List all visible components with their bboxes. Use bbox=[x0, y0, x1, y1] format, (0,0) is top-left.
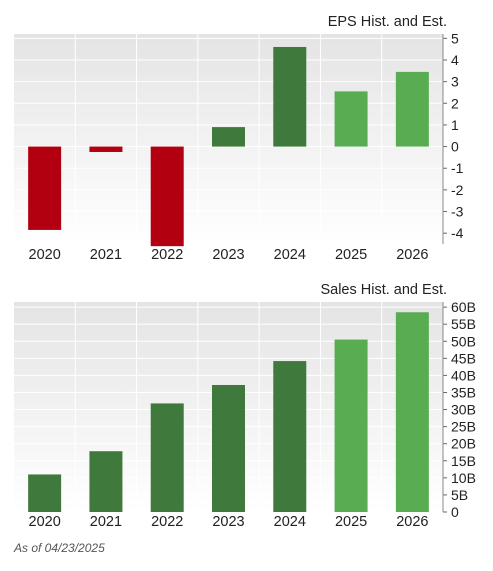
sales-xtick-label: 2021 bbox=[90, 514, 122, 530]
eps-ytick-label: 0 bbox=[451, 139, 459, 155]
sales-bar-2023 bbox=[212, 384, 245, 512]
eps-xtick-label: 2023 bbox=[212, 247, 244, 263]
eps-ytick-label: 2 bbox=[451, 95, 459, 111]
eps-xtick-label: 2025 bbox=[335, 247, 367, 263]
eps-bar-2025 bbox=[334, 91, 368, 147]
sales-ytick-label: 15B bbox=[451, 453, 476, 469]
sales-xtick-label: 2025 bbox=[335, 514, 367, 530]
eps-chart-title: EPS Hist. and Est. bbox=[328, 14, 447, 30]
sales-xtick-label: 2024 bbox=[274, 514, 306, 530]
sales-ytick-label: 55B bbox=[451, 316, 476, 332]
eps-xtick-label: 2026 bbox=[396, 247, 428, 263]
sales-ytick-label: 40B bbox=[451, 367, 476, 383]
sales-bar-2021 bbox=[89, 451, 123, 512]
sales-ytick-label: 20B bbox=[451, 436, 476, 452]
sales-ytick-label: 60B bbox=[451, 299, 476, 315]
sales-bar-2026 bbox=[395, 312, 429, 512]
sales-ytick-label: 35B bbox=[451, 384, 476, 400]
sales-bar-2025 bbox=[334, 339, 368, 512]
sales-xtick-label: 2023 bbox=[212, 514, 244, 530]
sales-ytick-label: 50B bbox=[451, 333, 476, 349]
eps-ytick-label: -2 bbox=[451, 182, 464, 198]
sales-ytick-label: 30B bbox=[451, 402, 476, 418]
eps-bar-2021 bbox=[89, 146, 123, 152]
as-of-date: As of 04/23/2025 bbox=[14, 541, 105, 555]
sales-chart-title: Sales Hist. and Est. bbox=[320, 282, 447, 298]
sales-xtick-label: 2020 bbox=[29, 514, 61, 530]
eps-bar-2024 bbox=[273, 46, 307, 147]
sales-xtick-label: 2022 bbox=[151, 514, 183, 530]
eps-ytick-label: -4 bbox=[451, 225, 464, 241]
sales-ytick-label: 0 bbox=[451, 504, 459, 520]
eps-xtick-label: 2020 bbox=[29, 247, 61, 263]
eps-xtick-label: 2024 bbox=[274, 247, 306, 263]
eps-ytick-label: -3 bbox=[451, 204, 464, 220]
eps-ytick-label: -1 bbox=[451, 160, 464, 176]
sales-bar-2024 bbox=[273, 361, 307, 512]
eps-ytick-label: 4 bbox=[451, 52, 459, 68]
eps-ytick-label: 3 bbox=[451, 74, 459, 90]
sales-ytick-label: 45B bbox=[451, 350, 476, 366]
sales-ytick-label: 25B bbox=[451, 419, 476, 435]
eps-xtick-label: 2022 bbox=[151, 247, 183, 263]
sales-bar-2020 bbox=[28, 474, 62, 512]
sales-xtick-label: 2026 bbox=[396, 514, 428, 530]
sales-bar-2022 bbox=[150, 403, 184, 512]
eps-ytick-label: 1 bbox=[451, 117, 459, 133]
eps-bar-2022 bbox=[150, 146, 184, 247]
eps-bar-2023 bbox=[212, 127, 245, 147]
sales-ytick-label: 5B bbox=[451, 487, 468, 503]
sales-ytick-label: 10B bbox=[451, 470, 476, 486]
eps-xtick-label: 2021 bbox=[90, 247, 122, 263]
eps-ytick-label: 5 bbox=[451, 30, 459, 46]
eps-bar-2020 bbox=[28, 146, 62, 230]
eps-bar-2026 bbox=[395, 71, 429, 147]
